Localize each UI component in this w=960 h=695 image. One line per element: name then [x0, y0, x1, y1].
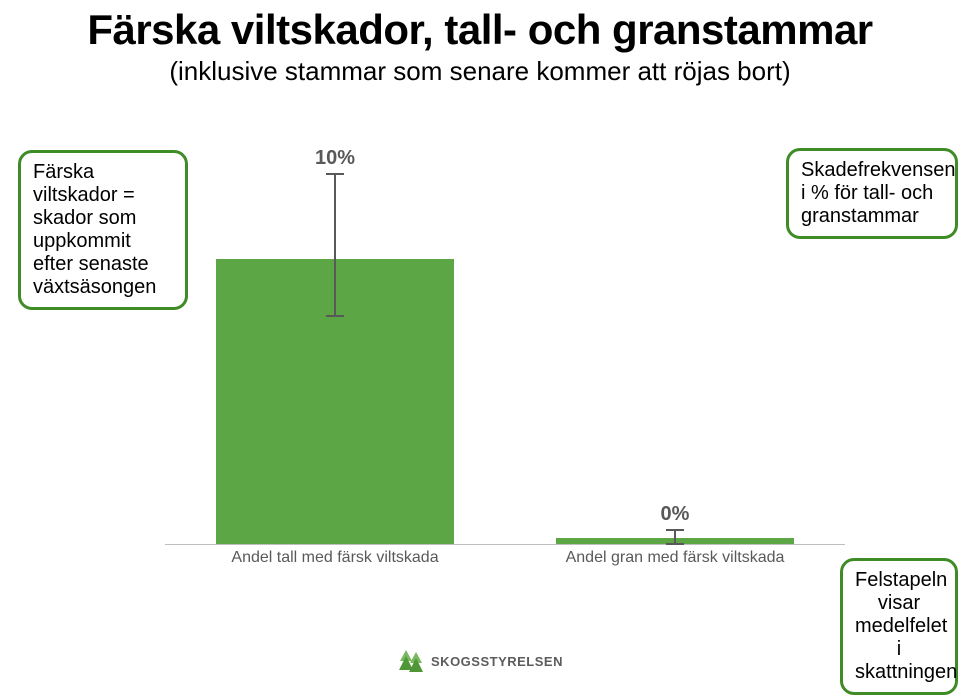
errorbar-cap-top-gran: [666, 529, 684, 531]
errorbar-stem-gran: [674, 530, 676, 544]
bar-label-tall: 10%: [165, 147, 505, 170]
callout-definition: Färska viltskador = skador som uppkommit…: [18, 150, 188, 310]
errorbar-stem-tall: [334, 174, 336, 316]
bar-chart: 10% Andel tall med färsk viltskada 0% An…: [165, 175, 845, 575]
page: Färska viltskador, tall- och granstammar…: [0, 0, 960, 682]
errorbar-cap-bot-tall: [326, 315, 344, 317]
errorbar-cap-bot-gran: [666, 543, 684, 545]
page-subtitle: (inklusive stammar som senare kommer att…: [0, 56, 960, 87]
category-0: 10% Andel tall med färsk viltskada: [165, 175, 505, 544]
category-1: 0% Andel gran med färsk viltskada: [505, 175, 845, 544]
logo: SKOGSSTYRELSEN: [397, 648, 563, 674]
page-title: Färska viltskador, tall- och granstammar: [0, 6, 960, 54]
category-label-tall: Andel tall med färsk viltskada: [165, 549, 505, 567]
logo-icon: [397, 648, 425, 674]
category-label-gran: Andel gran med färsk viltskada: [505, 549, 845, 567]
plot-area: 10% Andel tall med färsk viltskada 0% An…: [165, 175, 845, 545]
logo-text: SKOGSSTYRELSEN: [431, 654, 563, 669]
errorbar-cap-top-tall: [326, 173, 344, 175]
callout-errorbar: Felstapeln visar medelfelet i skattninge…: [840, 558, 958, 695]
bar-label-gran: 0%: [505, 503, 845, 526]
title-block: Färska viltskador, tall- och granstammar…: [0, 6, 960, 87]
